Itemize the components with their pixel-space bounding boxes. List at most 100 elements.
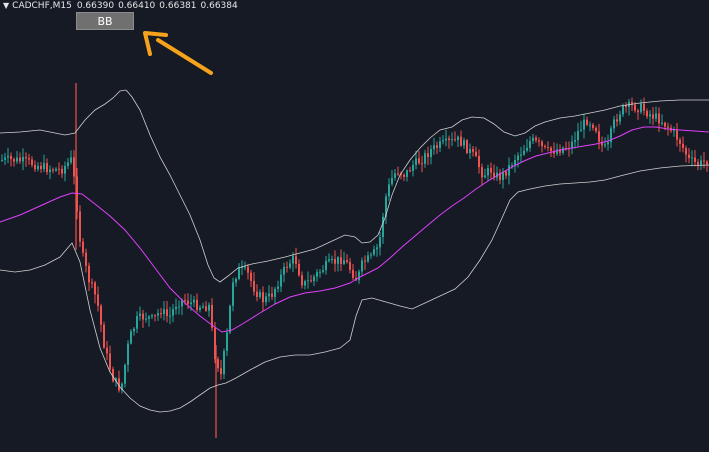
- bear-candle: [73, 150, 75, 185]
- bull-candle: [520, 146, 522, 163]
- close-value: 0.66384: [200, 1, 238, 11]
- bear-candle: [25, 152, 27, 167]
- bollinger-upper-band: [0, 89, 709, 283]
- bull-candle: [388, 178, 390, 201]
- bull-candle: [484, 168, 486, 179]
- bull-candle: [463, 137, 465, 150]
- bear-candle: [595, 125, 597, 134]
- bear-candle: [10, 152, 12, 167]
- bull-candle: [508, 157, 510, 185]
- bear-candle: [82, 238, 84, 257]
- bull-candle: [70, 150, 72, 165]
- bull-candle: [367, 251, 369, 263]
- bb-indicator-button[interactable]: BB: [76, 12, 134, 30]
- bear-candle: [685, 145, 687, 163]
- bull-candle: [304, 279, 306, 290]
- bear-candle: [88, 262, 90, 292]
- bear-candle: [91, 278, 93, 289]
- bear-candle: [535, 135, 537, 143]
- bull-candle: [610, 125, 612, 149]
- bear-candle: [19, 152, 21, 164]
- bull-candle: [1, 154, 3, 162]
- bear-candle: [13, 157, 15, 167]
- bull-candle: [424, 149, 426, 168]
- bear-candle: [397, 166, 399, 177]
- bear-candle: [298, 259, 300, 277]
- bear-candle: [346, 254, 348, 264]
- bull-candle: [145, 312, 147, 323]
- bear-candle: [427, 146, 429, 165]
- bull-candle: [259, 289, 261, 300]
- bull-candle: [379, 231, 381, 256]
- symbol-label: CADCHF,M15: [12, 1, 72, 11]
- bear-candle: [352, 264, 354, 280]
- bull-candle: [22, 148, 24, 171]
- bull-candle: [307, 271, 309, 289]
- bear-candle: [247, 263, 249, 280]
- bull-candle: [232, 277, 234, 312]
- bear-candle: [310, 275, 312, 283]
- bull-candle: [589, 121, 591, 132]
- bull-candle: [169, 306, 171, 325]
- bull-candle: [115, 377, 117, 387]
- bull-candle: [517, 152, 519, 168]
- bull-candle: [394, 168, 396, 181]
- bear-candle: [679, 137, 681, 152]
- bear-candle: [196, 293, 198, 313]
- bear-candle: [61, 165, 63, 179]
- bollinger-lower-band: [0, 164, 709, 413]
- bull-candle: [529, 136, 531, 152]
- bear-candle: [478, 149, 480, 174]
- bull-candle: [37, 162, 39, 172]
- bear-candle: [286, 261, 288, 273]
- bear-candle: [472, 145, 474, 157]
- bear-candle: [499, 169, 501, 185]
- bear-candle: [418, 151, 420, 165]
- bear-candle: [466, 139, 468, 155]
- bull-candle: [325, 255, 327, 275]
- bull-candle: [580, 120, 582, 132]
- bear-candle: [301, 271, 303, 289]
- bear-candle: [703, 151, 705, 169]
- bear-candle: [658, 107, 660, 133]
- bear-candle: [541, 139, 543, 153]
- bull-candle: [136, 311, 138, 334]
- bull-candle: [391, 170, 393, 187]
- bear-candle: [682, 136, 684, 153]
- bull-candle: [337, 256, 339, 272]
- bear-candle: [550, 146, 552, 157]
- bear-candle: [271, 286, 273, 301]
- bear-candle: [256, 284, 258, 302]
- bull-candle: [502, 168, 504, 189]
- bull-candle: [133, 327, 135, 336]
- low-value: 0.66381: [159, 1, 197, 11]
- bear-candle: [253, 272, 255, 296]
- bear-candle: [586, 116, 588, 127]
- bull-candle: [181, 298, 183, 316]
- bull-candle: [574, 131, 576, 149]
- collapse-triangle-icon[interactable]: ▼: [3, 1, 10, 10]
- bear-candle: [34, 160, 36, 173]
- bear-candle: [46, 158, 48, 175]
- open-value: 0.66390: [76, 1, 115, 11]
- bull-candle: [277, 280, 279, 293]
- bear-candle: [187, 293, 189, 310]
- bollinger-middle-band: [0, 126, 709, 333]
- bull-candle: [628, 99, 630, 116]
- bull-candle: [442, 135, 444, 145]
- bull-candle: [343, 251, 345, 266]
- bull-candle: [619, 110, 621, 125]
- arrow-icon: [143, 31, 213, 75]
- bull-candle: [193, 295, 195, 308]
- bull-candle: [457, 135, 459, 147]
- bull-candle: [172, 304, 174, 323]
- bull-candle: [55, 167, 57, 172]
- bull-candle: [319, 269, 321, 278]
- bull-candle: [412, 160, 414, 177]
- bear-candle: [475, 146, 477, 158]
- bear-candle: [436, 141, 438, 154]
- bull-candle: [526, 138, 528, 153]
- bull-candle: [661, 114, 663, 126]
- bull-candle: [223, 348, 225, 380]
